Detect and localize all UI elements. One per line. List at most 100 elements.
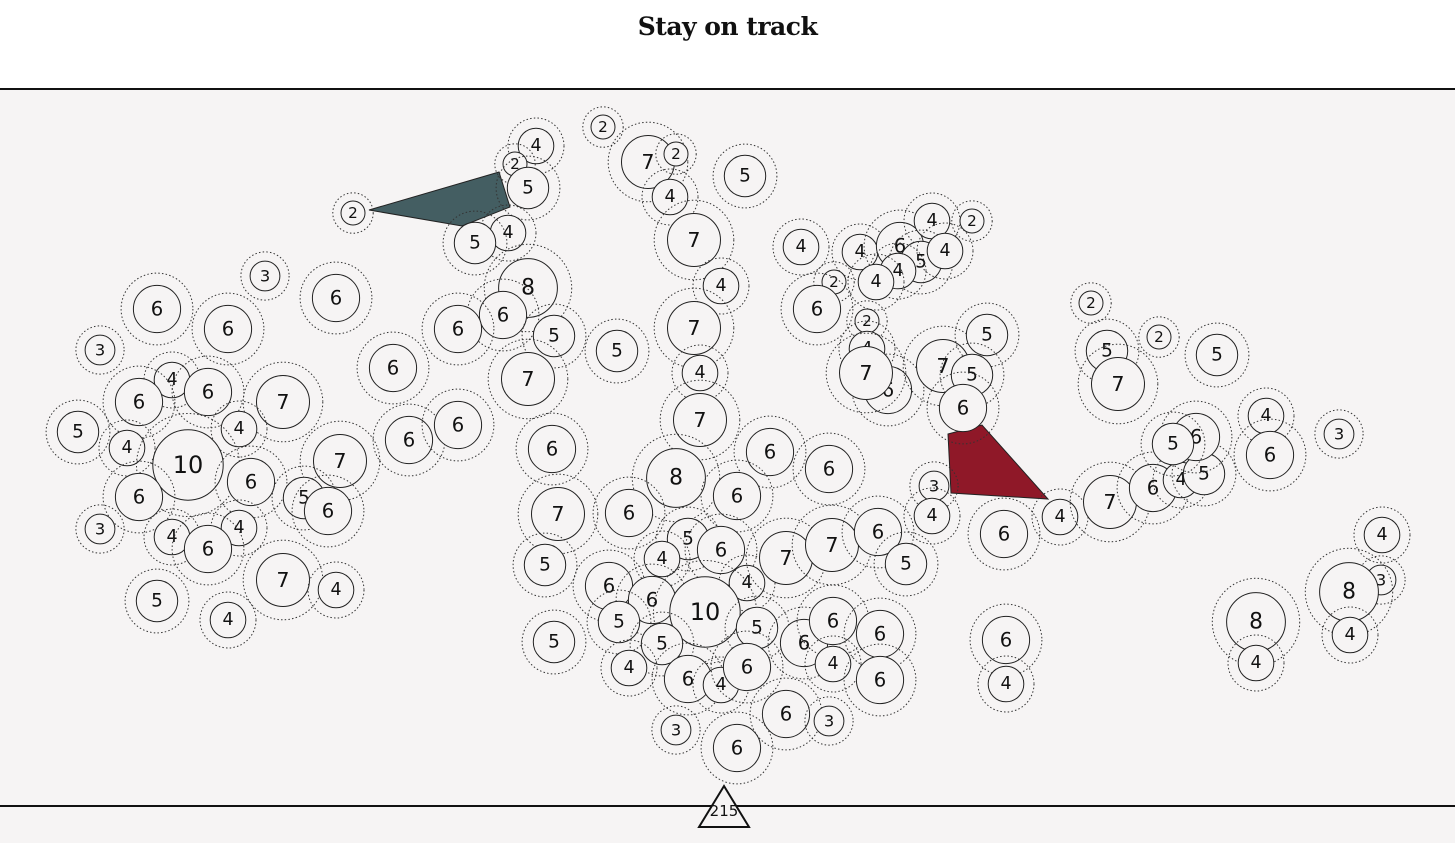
dot-circle[interactable]	[478, 290, 528, 340]
dot-circle[interactable]	[959, 208, 985, 234]
dot-circle[interactable]	[987, 665, 1025, 703]
dot-circle[interactable]	[1323, 418, 1355, 450]
dot-circle[interactable]	[1237, 644, 1275, 682]
dot-circle[interactable]	[152, 429, 224, 501]
dot-circle[interactable]	[1091, 357, 1145, 411]
dot-circle[interactable]	[839, 346, 893, 400]
number-dot[interactable]: 5	[45, 399, 111, 465]
number-dot[interactable]: 3	[240, 251, 290, 301]
dot-circle[interactable]	[1363, 516, 1401, 554]
dot-circle[interactable]	[1078, 290, 1104, 316]
dot-circle[interactable]	[256, 375, 310, 429]
dot-circle[interactable]	[651, 178, 689, 216]
dot-circle[interactable]	[660, 714, 692, 746]
dot-circle[interactable]	[673, 393, 727, 447]
dot-circle[interactable]	[532, 620, 576, 664]
number-dot[interactable]: 3	[804, 696, 854, 746]
dot-circle[interactable]	[183, 367, 233, 417]
dot-circle[interactable]	[220, 410, 258, 448]
number-dot[interactable]: 2	[1138, 316, 1180, 358]
dot-circle[interactable]	[938, 383, 988, 433]
dot-circle[interactable]	[646, 448, 706, 508]
number-dot[interactable]: 4	[199, 591, 257, 649]
dot-circle[interactable]	[702, 267, 740, 305]
number-dot[interactable]: 5	[584, 318, 650, 384]
dot-circle[interactable]	[506, 166, 550, 210]
number-dot[interactable]: 4	[98, 419, 156, 477]
dot-circle[interactable]	[759, 531, 813, 585]
dot-circle[interactable]	[531, 487, 585, 541]
dot-circle[interactable]	[712, 723, 762, 773]
dot-circle[interactable]	[256, 553, 310, 607]
dot-circle[interactable]	[854, 308, 880, 334]
number-dot[interactable]: 2	[582, 106, 624, 148]
number-dot[interactable]: 6	[372, 403, 446, 477]
dot-circle[interactable]	[857, 263, 895, 301]
number-dot[interactable]: 7	[487, 338, 569, 420]
dot-circle[interactable]	[667, 213, 721, 267]
dot-circle[interactable]	[643, 540, 681, 578]
dot-circle[interactable]	[532, 314, 576, 358]
dot-circle[interactable]	[723, 154, 767, 198]
dot-circle[interactable]	[728, 564, 766, 602]
number-dot[interactable]: 4	[1353, 506, 1411, 564]
number-dot[interactable]: 6	[780, 272, 854, 346]
number-dot[interactable]: 2	[951, 200, 993, 242]
dot-circle[interactable]	[209, 601, 247, 639]
dot-circle[interactable]	[56, 410, 100, 454]
dot-circle[interactable]	[590, 114, 616, 140]
dot-circle[interactable]	[610, 649, 648, 687]
number-dot[interactable]: 4	[307, 561, 365, 619]
number-dot[interactable]: 6	[356, 331, 430, 405]
dot-circle[interactable]	[527, 424, 577, 474]
number-dot[interactable]: 6	[700, 711, 774, 785]
dot-circle[interactable]	[433, 304, 483, 354]
dot-circle[interactable]	[84, 334, 116, 366]
number-dot[interactable]: 6	[700, 459, 774, 533]
dot-circle[interactable]	[918, 470, 950, 502]
dot-circle[interactable]	[722, 642, 772, 692]
dot-circle[interactable]	[667, 301, 721, 355]
number-dot[interactable]: 2	[332, 192, 374, 234]
number-dot[interactable]: 3	[75, 504, 125, 554]
number-dot[interactable]: 6	[749, 677, 823, 751]
dot-circle[interactable]	[453, 221, 497, 265]
dot-circle[interactable]	[814, 645, 852, 683]
number-dot[interactable]: 6	[299, 261, 373, 335]
dot-circle[interactable]	[1226, 592, 1286, 652]
dot-circle[interactable]	[813, 705, 845, 737]
number-dot[interactable]: 6	[592, 476, 666, 550]
dot-circle[interactable]	[1195, 333, 1239, 377]
dot-circle[interactable]	[135, 579, 179, 623]
number-dot[interactable]: 6	[102, 365, 176, 439]
number-dot[interactable]: 6	[969, 603, 1043, 677]
dot-circle[interactable]	[523, 543, 567, 587]
dot-circle[interactable]	[368, 343, 418, 393]
dot-circle[interactable]	[604, 488, 654, 538]
number-dot[interactable]: 6	[792, 432, 866, 506]
dot-circle[interactable]	[1247, 397, 1285, 435]
number-dot[interactable]: 5	[521, 609, 587, 675]
number-dot[interactable]: 3	[1314, 409, 1364, 459]
number-dot[interactable]: 3	[75, 325, 125, 375]
dot-circle[interactable]	[132, 284, 182, 334]
dot-circle[interactable]	[979, 509, 1029, 559]
dot-circle[interactable]	[517, 127, 555, 165]
dot-circle[interactable]	[226, 457, 276, 507]
number-dot[interactable]: 4	[772, 218, 830, 276]
dot-circle[interactable]	[84, 513, 116, 545]
dot-circle[interactable]	[804, 444, 854, 494]
dot-circle[interactable]	[384, 415, 434, 465]
dot-circle[interactable]	[1319, 562, 1379, 622]
dot-circle[interactable]	[735, 606, 779, 650]
number-dot[interactable]: 7	[517, 473, 599, 555]
dot-circle[interactable]	[303, 486, 353, 536]
dot-circle[interactable]	[220, 509, 258, 547]
dot-circle[interactable]	[108, 429, 146, 467]
dot-circle[interactable]	[1083, 475, 1137, 529]
number-dot[interactable]: 6	[967, 497, 1041, 571]
number-dot[interactable]: 6	[515, 412, 589, 486]
dot-circle[interactable]	[311, 273, 361, 323]
